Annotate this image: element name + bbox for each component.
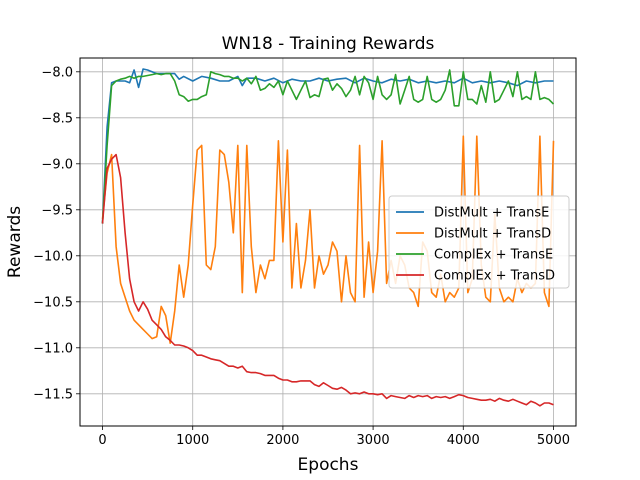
y-tick-label: −10.5 — [33, 295, 73, 310]
legend-label: DistMult + TransE — [434, 206, 549, 221]
legend-label: ComplEx + TransE — [434, 248, 553, 263]
y-axis-ticks: −8.0 −8.5 −9.0 −9.5 −10.0 −10.5 −11.0 −11.5 — [33, 65, 80, 402]
x-tick-label: 2000 — [266, 433, 299, 448]
chart-title: WN18 - Training Rewards — [222, 34, 435, 54]
y-tick-label: −9.0 — [41, 157, 73, 172]
legend: DistMult + TransE DistMult + TransD ComplE… — [388, 195, 570, 289]
y-tick-label: −10.0 — [33, 249, 73, 264]
x-tick-label: 1000 — [176, 433, 209, 448]
plot-frame — [79, 57, 577, 427]
x-tick-label: 5000 — [537, 433, 570, 448]
y-tick-label: −11.5 — [33, 387, 73, 402]
x-tick-label: 3000 — [357, 433, 390, 448]
series-line-complex-transd — [101, 153, 554, 407]
series-line-complex-transe — [101, 69, 555, 224]
y-axis-title: Rewards — [5, 206, 25, 278]
y-tick-label: −8.5 — [41, 111, 73, 126]
y-tick-label: −11.0 — [33, 341, 73, 356]
y-tick-label: −8.0 — [41, 65, 73, 80]
x-axis-title: Epochs — [298, 455, 359, 475]
legend-label: DistMult + TransD — [434, 227, 551, 242]
legend-box — [388, 195, 570, 289]
x-tick-label: 0 — [98, 433, 106, 448]
legend-label: ComplEx + TransD — [434, 269, 555, 284]
series-line-distmult-transd — [101, 135, 555, 345]
x-tick-label: 4000 — [447, 433, 480, 448]
series-line-distmult-transe — [101, 68, 554, 224]
y-tick-label: −9.5 — [41, 203, 73, 218]
series-lines — [101, 68, 555, 407]
x-axis-ticks: 0 1000 2000 3000 4000 5000 — [98, 426, 570, 448]
